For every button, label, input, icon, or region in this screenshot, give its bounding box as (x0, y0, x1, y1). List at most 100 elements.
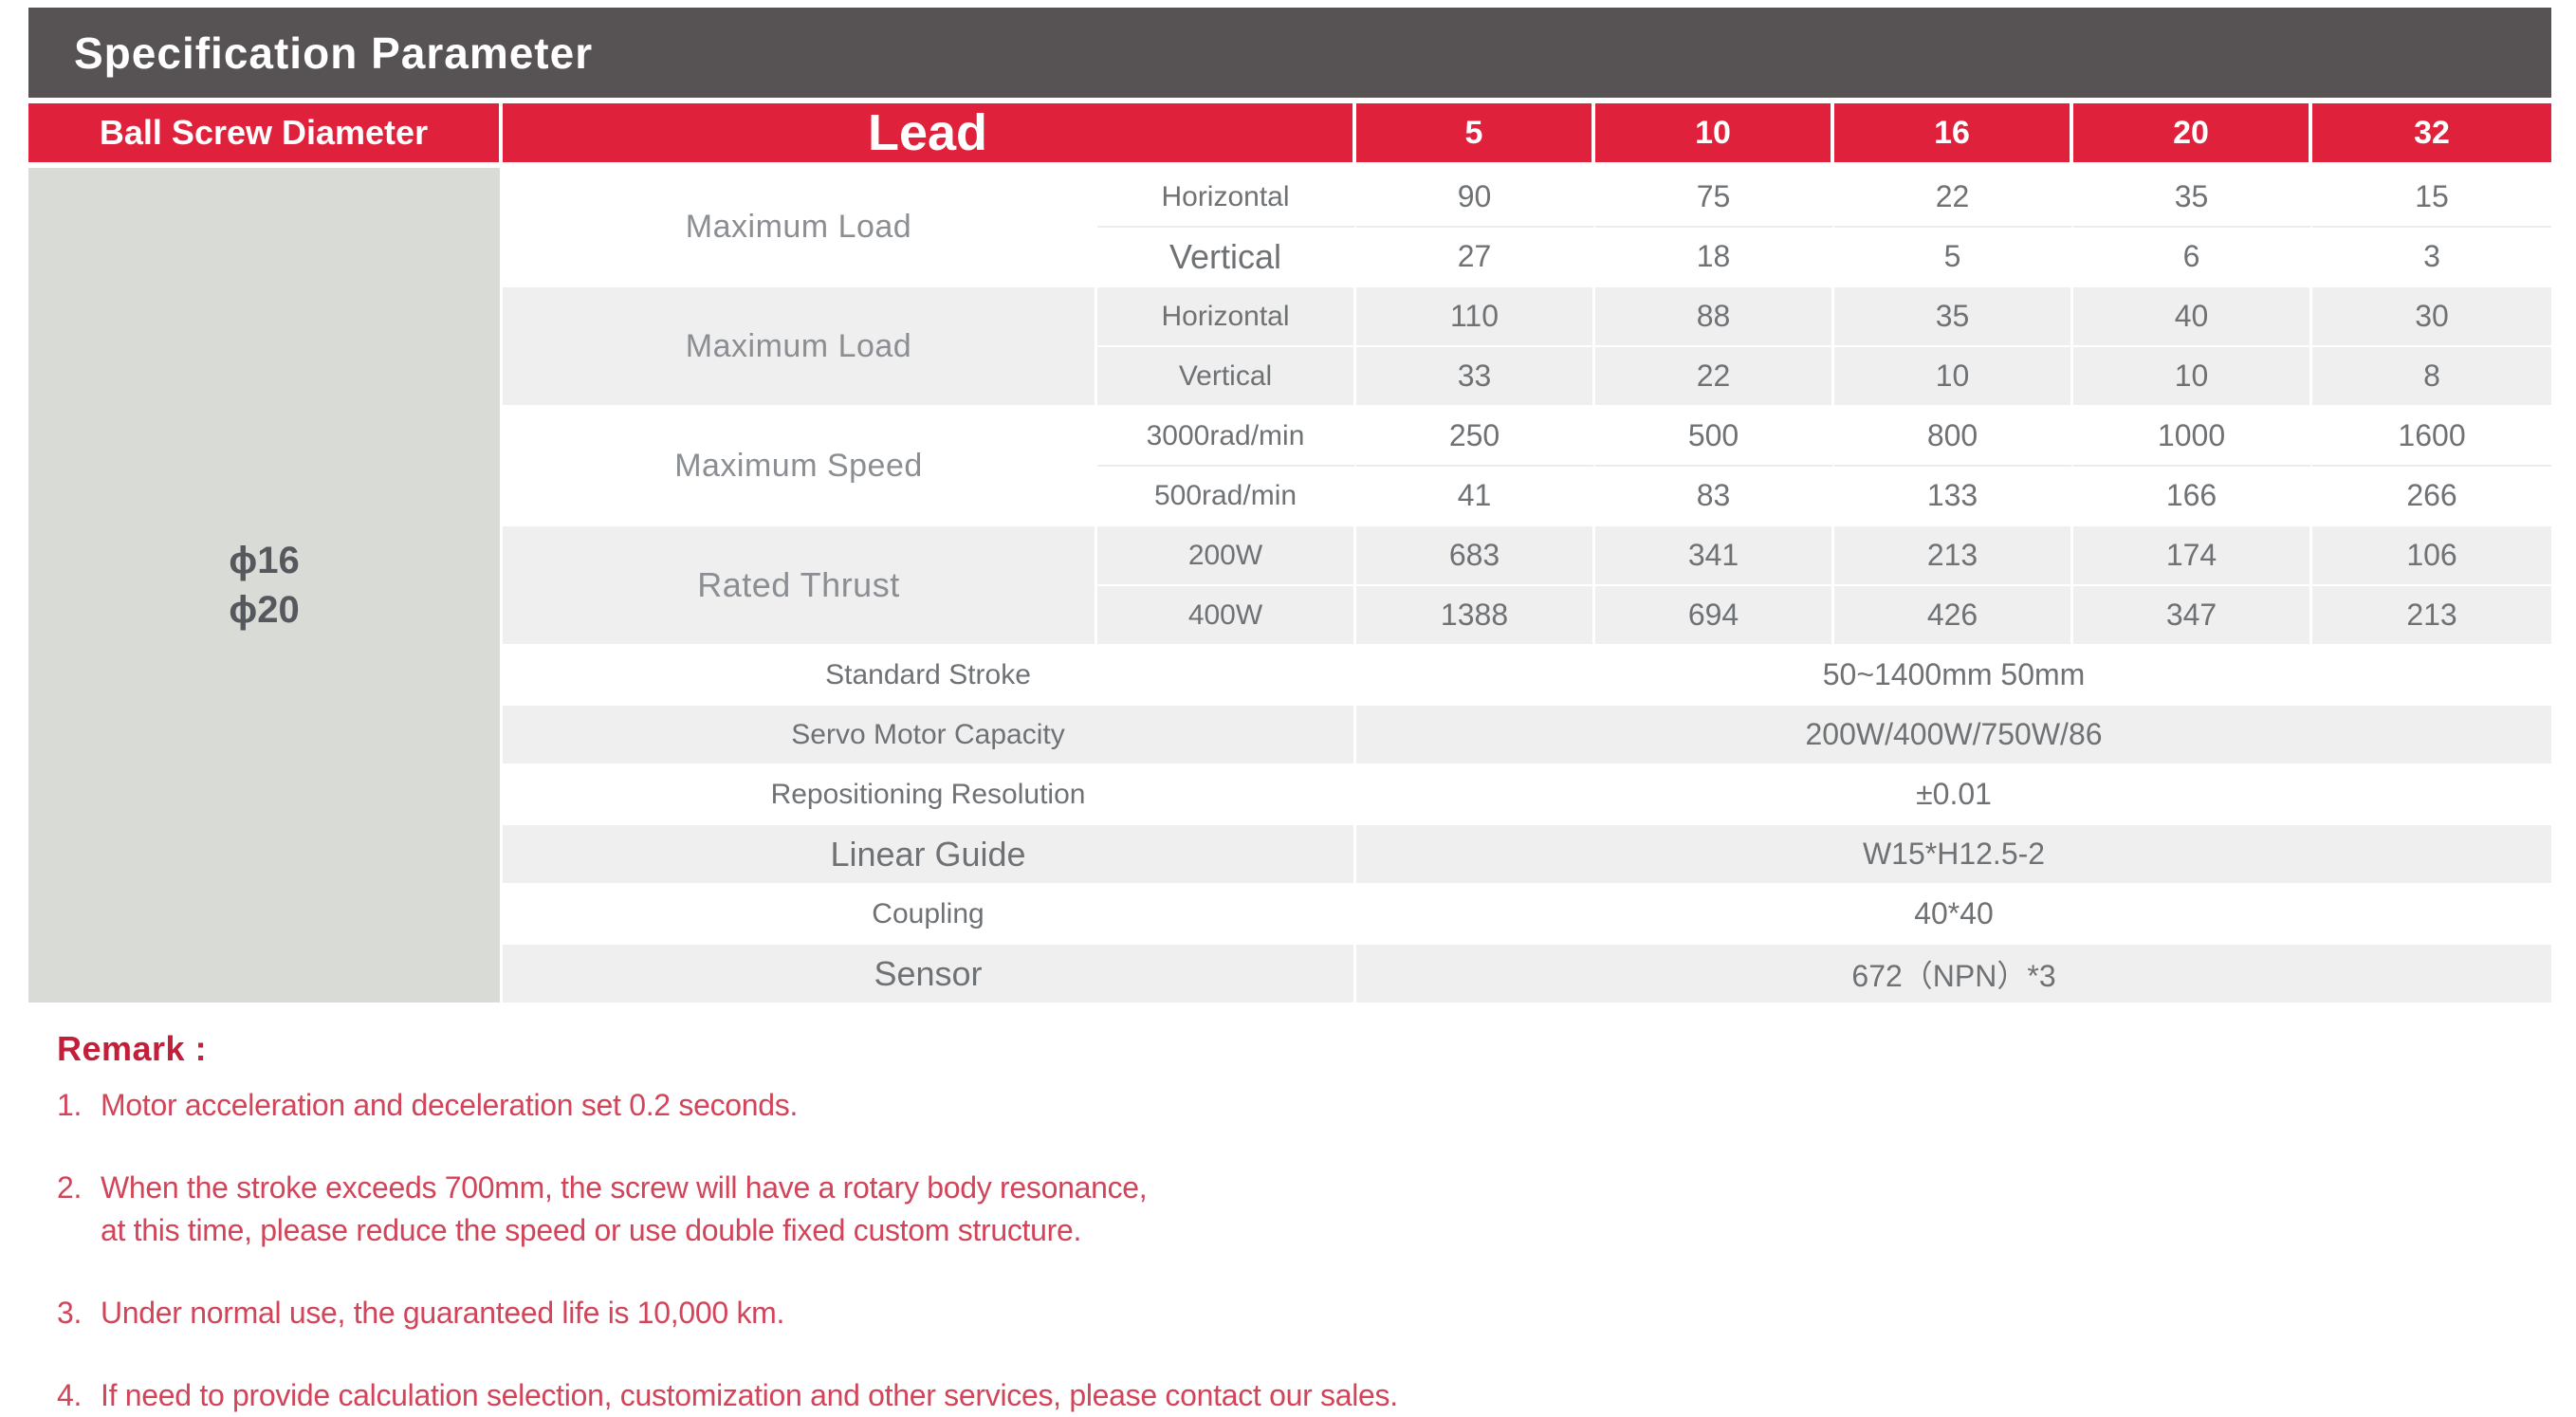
page-title: Specification Parameter (74, 28, 594, 78)
sub-label-cell: 400W (1097, 584, 1357, 644)
spec-value-cell: 200W/400W/750W/86 (1356, 704, 2552, 764)
spec-label-cell: Repositioning Resolution (503, 764, 1357, 823)
group-label-cell: Maximum Load (503, 166, 1097, 285)
header-lead-10: 10 (1595, 103, 1835, 166)
value-cell: 33 (1356, 345, 1596, 405)
header-lead-20: 20 (2073, 103, 2313, 166)
sub-label-cell: 200W (1097, 524, 1357, 584)
value-cell: 22 (1595, 345, 1835, 405)
value-cell: 266 (2312, 465, 2552, 524)
value-cell: 213 (2312, 584, 2552, 644)
group-label-cell: Maximum Speed (503, 405, 1097, 524)
group-label-cell: Maximum Load (503, 285, 1097, 405)
value-cell: 1600 (2312, 405, 2552, 465)
header-lead: Lead (503, 103, 1357, 166)
table-row: Maximum Speed 3000rad/min 250 500 800 10… (28, 405, 2552, 524)
value-cell: 6 (2073, 226, 2313, 285)
value-cell: 250 (1356, 405, 1596, 465)
table-row: Coupling 40*40 (28, 883, 2552, 943)
value-cell: 1388 (1356, 584, 1596, 644)
group-label-cell: Rated Thrust (503, 524, 1097, 644)
sub-label-cell: Horizontal (1097, 166, 1357, 226)
value-cell: 90 (1356, 166, 1596, 226)
value-cell: 213 (1834, 524, 2074, 584)
value-cell: 5 (1834, 226, 2074, 285)
table-row: Standard Stroke 50~1400mm 50mm (28, 644, 2552, 704)
spec-label-cell: Standard Stroke (503, 644, 1357, 704)
value-cell: 341 (1595, 524, 1835, 584)
value-cell: 83 (1595, 465, 1835, 524)
value-cell: 10 (2073, 345, 2313, 405)
table-row: 500rad/min 41 83 133 166 266 (28, 465, 2552, 524)
table-row: 400W 1388 694 426 347 213 (28, 584, 2552, 644)
remark-heading: Remark : (57, 1029, 208, 1068)
table-row: Sensor 672（NPN）*3 (28, 943, 2552, 1003)
value-cell: 15 (2312, 166, 2552, 226)
value-cell: 166 (2073, 465, 2313, 524)
table-row: Vertical 33 22 10 10 8 (28, 345, 2552, 405)
remark-item-4: 4. If need to provide calculation select… (57, 1374, 2551, 1417)
spec-label-cell: Sensor (503, 943, 1357, 1003)
diameter-value: ϕ20 (229, 589, 300, 631)
remark-item-2: 2. When the stroke exceeds 700mm, the sc… (57, 1167, 2551, 1252)
spec-value-cell: W15*H12.5-2 (1356, 823, 2552, 883)
value-cell: 30 (2312, 285, 2552, 345)
spec-label-cell: Servo Motor Capacity (503, 704, 1357, 764)
value-cell: 133 (1834, 465, 2074, 524)
remark-item-text: Under normal use, the guaranteed life is… (101, 1296, 785, 1330)
diameter-value: ϕ16 (229, 540, 300, 581)
value-cell: 800 (1834, 405, 2074, 465)
diameter-cell: ϕ16 ϕ20 (28, 166, 503, 1003)
value-cell: 1000 (2073, 405, 2313, 465)
table-row: Rated Thrust 200W 683 341 213 174 106 (28, 524, 2552, 644)
specification-table: Ball Screw Diameter Lead 5 10 16 20 32 ϕ… (28, 103, 2552, 1003)
table-row: ϕ16 ϕ20 Maximum Load Horizontal 90 75 22… (28, 166, 2552, 1003)
remark-item-number: 3. (57, 1296, 83, 1330)
table-row: Linear Guide W15*H12.5-2 (28, 823, 2552, 883)
remark-item-number: 4. (57, 1378, 83, 1412)
table-row: Vertical 27 18 5 6 3 (28, 226, 2552, 285)
value-cell: 27 (1356, 226, 1596, 285)
value-cell: 18 (1595, 226, 1835, 285)
remark-item-text: If need to provide calculation selection… (101, 1378, 1398, 1412)
sub-label-cell: Vertical (1097, 345, 1357, 405)
table-header-row: Ball Screw Diameter Lead 5 10 16 20 32 (28, 103, 2552, 166)
value-cell: 10 (1834, 345, 2074, 405)
remark-section: Remark : 1. Motor acceleration and decel… (57, 1029, 2551, 1417)
sub-label-cell: 500rad/min (1097, 465, 1357, 524)
spec-label-cell: Coupling (503, 883, 1357, 943)
value-cell: 88 (1595, 285, 1835, 345)
spec-value-cell: 672（NPN）*3 (1356, 943, 2552, 1003)
table-row: Repositioning Resolution ±0.01 (28, 764, 2552, 823)
value-cell: 106 (2312, 524, 2552, 584)
value-cell: 426 (1834, 584, 2074, 644)
value-cell: 3 (2312, 226, 2552, 285)
spec-value-cell: 40*40 (1356, 883, 2552, 943)
remark-item-text: When the stroke exceeds 700mm, the screw… (101, 1170, 1148, 1247)
value-cell: 41 (1356, 465, 1596, 524)
value-cell: 22 (1834, 166, 2074, 226)
value-cell: 40 (2073, 285, 2313, 345)
table-row: Servo Motor Capacity 200W/400W/750W/86 (28, 704, 2552, 764)
value-cell: 174 (2073, 524, 2313, 584)
sub-label-cell: Horizontal (1097, 285, 1357, 345)
header-lead-16: 16 (1834, 103, 2074, 166)
remark-item-1: 1. Motor acceleration and deceleration s… (57, 1084, 2551, 1127)
value-cell: 35 (2073, 166, 2313, 226)
value-cell: 694 (1595, 584, 1835, 644)
spec-label-cell: Linear Guide (503, 823, 1357, 883)
remark-item-number: 2. (57, 1170, 83, 1205)
value-cell: 110 (1356, 285, 1596, 345)
sub-label-cell: 3000rad/min (1097, 405, 1357, 465)
spec-value-cell: ±0.01 (1356, 764, 2552, 823)
value-cell: 35 (1834, 285, 2074, 345)
remark-item-text: Motor acceleration and deceleration set … (101, 1088, 799, 1122)
remark-item-number: 1. (57, 1088, 83, 1122)
value-cell: 8 (2312, 345, 2552, 405)
value-cell: 500 (1595, 405, 1835, 465)
value-cell: 75 (1595, 166, 1835, 226)
sub-label-cell: Vertical (1097, 226, 1357, 285)
table-row: Maximum Load Horizontal 110 88 35 40 30 (28, 285, 2552, 405)
spec-value-cell: 50~1400mm 50mm (1356, 644, 2552, 704)
